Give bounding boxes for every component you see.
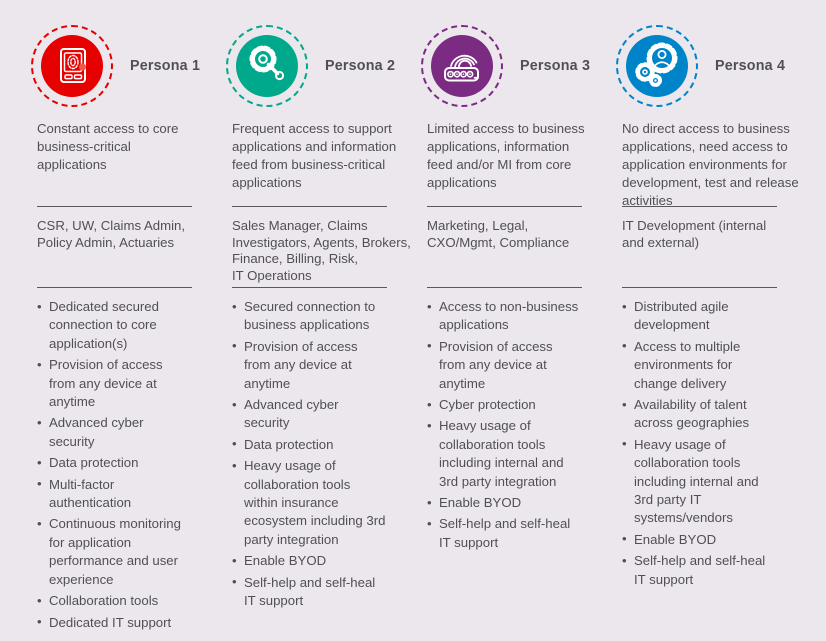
persona-badge [41,35,103,97]
divider [232,206,387,207]
persona-title: Persona 1 [130,58,201,74]
divider [232,287,387,288]
feature-item: Availability of talent across geographie… [622,396,806,433]
feature-item: Dedicated secured connection to core app… [37,297,221,353]
feature-item: Heavy usage of collaboration tools withi… [232,457,416,549]
persona-description: No direct access to business application… [622,121,799,208]
persona-description: Limited access to business applications,… [427,121,585,190]
divider [427,287,582,288]
persona-badge [431,35,493,97]
persona-column-2: Persona 2 Frequent access to support app… [226,25,416,641]
conveyor-waves-icon [444,54,479,82]
feature-item: Multi-factor authentication [37,475,221,513]
feature-item: Enable BYOD [232,552,416,571]
persona-column-4: Persona 4 No direct access to business a… [616,25,806,641]
feature-item: Data protection [37,454,221,473]
persona-header: Persona 3 [421,25,611,107]
feature-item: Heavy usage of collaboration tools inclu… [427,417,611,491]
feature-item: Advanced cyber security [232,396,416,433]
persona-column-3: Persona 3 Limited access to business app… [421,25,611,641]
persona-features-list: Dedicated secured connection to core app… [37,288,221,632]
feature-item: Data protection [232,435,416,454]
dotted-ring [616,25,698,107]
feature-item: Dedicated IT support [37,613,221,632]
persona-badge [626,35,688,97]
feature-item: Self-help and self-heal IT support [622,552,806,589]
dotted-ring [226,25,308,107]
gear-wrench-icon [249,45,285,81]
persona-description: Constant access to core business-critica… [37,121,179,172]
feature-item: Collaboration tools [37,592,221,611]
feature-item: Self-help and self-heal IT support [232,573,416,611]
gears-person-icon [635,42,678,87]
persona-description: Frequent access to support applications … [232,121,397,190]
feature-item: Access to non-business applications [427,298,611,335]
feature-item: Self-help and self-heal IT support [427,515,611,552]
divider [427,206,582,207]
divider [37,206,192,207]
persona-column-1: Persona 1 Constant access to core busine… [31,25,221,641]
feature-item: Advanced cyber security [37,414,221,451]
persona-header: Persona 1 [31,25,221,107]
persona-roles: Marketing, Legal, CXO/Mgmt, Compliance [427,218,570,250]
dotted-ring [421,25,503,107]
persona-header: Persona 4 [616,25,806,107]
persona-features-list: Access to non-business applications Prov… [427,288,611,552]
feature-item: Secured connection to business applicati… [232,298,416,335]
persona-roles: CSR, UW, Claims Admin, Policy Admin, Act… [37,218,186,250]
dotted-ring [31,25,113,107]
feature-item: Enable BYOD [427,494,611,513]
persona-roles: Sales Manager, Claims Investigators, Age… [232,218,411,283]
divider [622,287,777,288]
divider [622,206,777,207]
feature-item: Heavy usage of collaboration tools inclu… [622,435,806,528]
persona-title: Persona 4 [715,58,786,74]
feature-item: Provision of access from any device at a… [232,337,416,393]
persona-header: Persona 2 [226,25,416,107]
feature-item: Provision of access from any device at a… [37,356,221,411]
divider [37,287,192,288]
feature-item: Provision of access from any device at a… [427,337,611,393]
persona-features-list: Distributed agile development Access to … [622,288,806,589]
tablet-fingerprint-icon [60,48,87,83]
persona-features-list: Secured connection to business applicati… [232,288,416,611]
persona-badge [236,35,298,97]
feature-item: Access to multiple environments for chan… [622,337,806,393]
persona-roles: IT Development (internal and external) [622,218,767,250]
persona-title: Persona 3 [520,58,591,74]
feature-item: Continuous monitoring for application pe… [37,515,221,589]
feature-item: Enable BYOD [622,530,806,549]
feature-item: Cyber protection [427,396,611,415]
feature-item: Distributed agile development [622,298,806,335]
persona-title: Persona 2 [325,58,396,74]
